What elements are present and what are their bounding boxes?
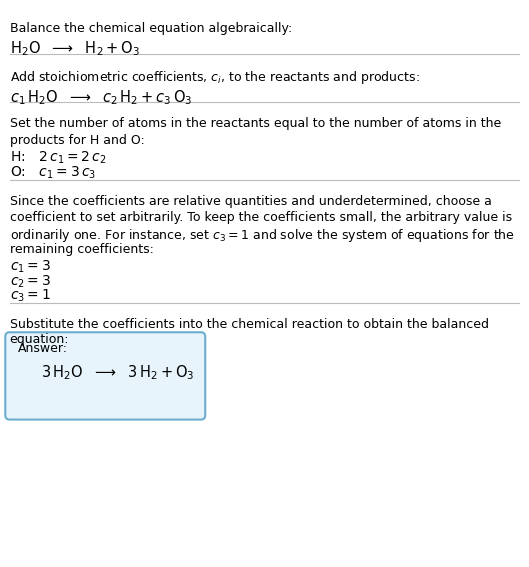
Text: Add stoichiometric coefficients, $c_i$, to the reactants and products:: Add stoichiometric coefficients, $c_i$, … [10,69,419,86]
Text: equation:: equation: [10,333,69,346]
Text: coefficient to set arbitrarily. To keep the coefficients small, the arbitrary va: coefficient to set arbitrarily. To keep … [10,211,512,224]
Text: Since the coefficients are relative quantities and underdetermined, choose a: Since the coefficients are relative quan… [10,195,491,208]
Text: $c_1 = 3$: $c_1 = 3$ [10,259,50,275]
Text: $c_3 = 1$: $c_3 = 1$ [10,288,50,304]
Text: $c_2 = 3$: $c_2 = 3$ [10,273,50,290]
FancyBboxPatch shape [5,332,205,420]
Text: $c_1\,\mathrm{H_2O}$  $\longrightarrow$  $c_2\,\mathrm{H_2} + c_3\,\mathrm{O_3}$: $c_1\,\mathrm{H_2O}$ $\longrightarrow$ $… [10,88,192,107]
Text: Set the number of atoms in the reactants equal to the number of atoms in the: Set the number of atoms in the reactants… [10,117,501,130]
Text: Answer:: Answer: [17,342,68,355]
Text: $\mathrm{H_2O}$  $\longrightarrow$  $\mathrm{H_2 + O_3}$: $\mathrm{H_2O}$ $\longrightarrow$ $\math… [10,40,140,58]
Text: Substitute the coefficients into the chemical reaction to obtain the balanced: Substitute the coefficients into the che… [10,318,488,331]
Text: products for H and O:: products for H and O: [10,134,144,147]
Text: Balance the chemical equation algebraically:: Balance the chemical equation algebraica… [10,22,292,35]
Text: O:   $c_1 = 3\,c_3$: O: $c_1 = 3\,c_3$ [10,164,96,181]
Text: H:   $2\,c_1 = 2\,c_2$: H: $2\,c_1 = 2\,c_2$ [10,150,106,166]
Text: remaining coefficients:: remaining coefficients: [10,243,153,256]
Text: ordinarily one. For instance, set $c_3 = 1$ and solve the system of equations fo: ordinarily one. For instance, set $c_3 =… [10,227,515,244]
Text: $3\,\mathrm{H_2O}$  $\longrightarrow$  $3\,\mathrm{H_2 + O_3}$: $3\,\mathrm{H_2O}$ $\longrightarrow$ $3\… [41,363,195,382]
